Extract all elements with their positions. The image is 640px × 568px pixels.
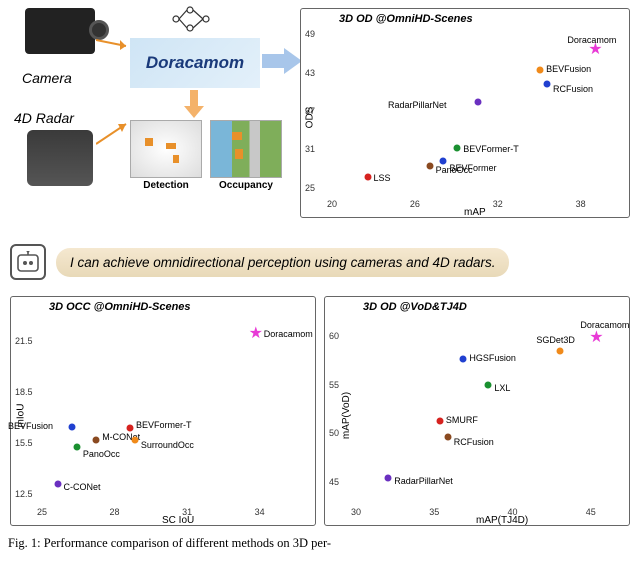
x-tick: 32 bbox=[493, 199, 503, 209]
data-point bbox=[127, 425, 134, 432]
x-tick: 38 bbox=[576, 199, 586, 209]
chart-title: 3D OCC @OmniHD-Scenes bbox=[49, 301, 191, 313]
data-point bbox=[69, 423, 76, 430]
data-point bbox=[436, 417, 443, 424]
data-point-label: RadarPillarNet bbox=[388, 100, 447, 110]
data-point-label: RadarPillarNet bbox=[394, 476, 453, 486]
data-point-label: Doracamom bbox=[580, 320, 629, 330]
data-point-label: HGSFusion bbox=[469, 353, 516, 363]
y-tick: 45 bbox=[329, 477, 339, 487]
data-point-label: LXL bbox=[494, 383, 510, 393]
data-point bbox=[485, 382, 492, 389]
data-point bbox=[544, 81, 551, 88]
chart-3dod-omnihd: 3D OD @OmniHD-Scenes202632382531374349mA… bbox=[300, 8, 630, 218]
data-point-label: SMURF bbox=[446, 415, 478, 425]
y-tick: 21.5 bbox=[15, 336, 33, 346]
chart-3dod-vod-tj4d: 3D OD @VoD&TJ4D3035404545505560mAP(TJ4D)… bbox=[324, 296, 630, 526]
data-point-label: BEVFormer bbox=[449, 163, 496, 173]
robot-speech-row: I can achieve omnidirectional perception… bbox=[10, 244, 509, 280]
detection-output: Detection bbox=[130, 120, 202, 191]
outputs-row: Detection Occupancy bbox=[130, 120, 282, 191]
arrow-down-icon bbox=[184, 90, 204, 120]
y-axis-label: mAP(VoD) bbox=[341, 392, 352, 439]
data-point bbox=[426, 163, 433, 170]
model-banner: Doracamom bbox=[130, 38, 260, 88]
data-point bbox=[73, 443, 80, 450]
x-tick: 28 bbox=[110, 507, 120, 517]
data-point bbox=[444, 434, 451, 441]
y-tick: 25 bbox=[305, 183, 315, 193]
model-name: Doracamom bbox=[146, 53, 244, 73]
data-point bbox=[557, 348, 564, 355]
y-tick: 55 bbox=[329, 380, 339, 390]
camera-device bbox=[10, 8, 110, 64]
x-tick: 26 bbox=[410, 199, 420, 209]
data-point bbox=[475, 99, 482, 106]
data-point-label: Doracamom bbox=[264, 329, 313, 339]
data-point-star: ★ bbox=[249, 323, 263, 343]
data-point-label: BEVFusion bbox=[8, 421, 53, 431]
data-point-label: SurroundOcc bbox=[141, 440, 194, 450]
x-tick: 30 bbox=[351, 507, 361, 517]
occupancy-label: Occupancy bbox=[210, 180, 282, 191]
x-axis-label: mAP(TJ4D) bbox=[476, 515, 528, 526]
big-arrow-icon bbox=[262, 44, 302, 78]
radar-device bbox=[10, 130, 110, 200]
camera-label: Camera bbox=[22, 70, 72, 86]
data-point-label: C-CONet bbox=[64, 482, 101, 492]
chart-3docc-omnihd: 3D OCC @OmniHD-Scenes2528313412.515.518.… bbox=[10, 296, 316, 526]
data-point bbox=[54, 481, 61, 488]
y-tick: 60 bbox=[329, 331, 339, 341]
data-point-label: PanoOcc bbox=[83, 449, 120, 459]
data-point-label: BEVFormer-T bbox=[136, 420, 192, 430]
network-icon bbox=[170, 4, 212, 39]
y-tick: 50 bbox=[329, 428, 339, 438]
data-point bbox=[364, 174, 371, 181]
y-tick: 15.5 bbox=[15, 438, 33, 448]
data-point bbox=[93, 437, 100, 444]
chart-title: 3D OD @OmniHD-Scenes bbox=[339, 13, 473, 25]
data-point-label: BEVFusion bbox=[546, 64, 591, 74]
y-tick: 18.5 bbox=[15, 387, 33, 397]
x-tick: 25 bbox=[37, 507, 47, 517]
x-tick: 20 bbox=[327, 199, 337, 209]
robot-icon bbox=[10, 244, 46, 280]
data-point bbox=[454, 145, 461, 152]
data-point-label: RCFusion bbox=[454, 437, 494, 447]
data-point bbox=[537, 67, 544, 74]
data-point-label: LSS bbox=[374, 173, 391, 183]
y-tick: 31 bbox=[305, 144, 315, 154]
figure-caption: Fig. 1: Performance comparison of differ… bbox=[8, 536, 331, 551]
data-point-label: RCFusion bbox=[553, 84, 593, 94]
speech-bubble: I can achieve omnidirectional perception… bbox=[56, 248, 509, 277]
chart-title: 3D OD @VoD&TJ4D bbox=[363, 301, 467, 313]
occupancy-output: Occupancy bbox=[210, 120, 282, 191]
data-point-label: Doracamom bbox=[567, 35, 616, 45]
x-tick: 34 bbox=[255, 507, 265, 517]
data-point bbox=[385, 475, 392, 482]
data-point bbox=[460, 356, 467, 363]
y-axis-label: ODS bbox=[304, 107, 315, 129]
x-tick: 35 bbox=[429, 507, 439, 517]
y-tick: 43 bbox=[305, 68, 315, 78]
y-tick: 12.5 bbox=[15, 489, 33, 499]
data-point bbox=[440, 158, 447, 165]
x-tick: 45 bbox=[586, 507, 596, 517]
x-axis-label: mAP bbox=[464, 207, 486, 218]
radar-label: 4D Radar bbox=[14, 110, 74, 126]
detection-label: Detection bbox=[130, 180, 202, 191]
y-tick: 49 bbox=[305, 29, 315, 39]
data-point-label: SGDet3D bbox=[536, 335, 575, 345]
data-point-label: BEVFormer-T bbox=[463, 144, 519, 154]
x-axis-label: SC IoU bbox=[162, 515, 194, 526]
data-point bbox=[131, 437, 138, 444]
